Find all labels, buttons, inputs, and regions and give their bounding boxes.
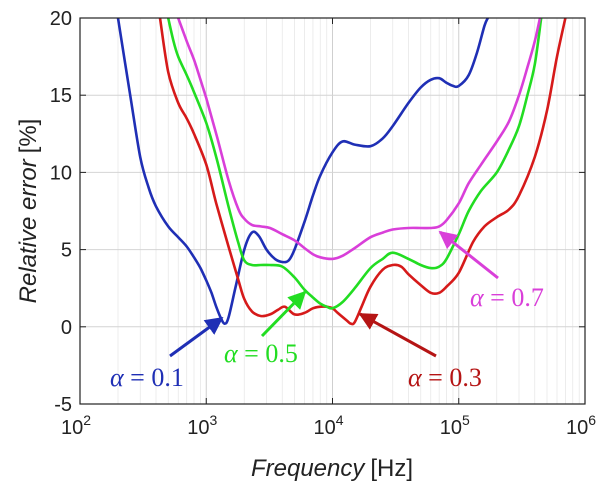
y-axis-label: Relative error [%] bbox=[15, 119, 42, 304]
y-tick-label: 15 bbox=[50, 85, 72, 107]
x-tick-label-exponent: 3 bbox=[209, 412, 217, 428]
y-axis-label-main: Relative error bbox=[15, 158, 42, 303]
x-tick-label-base: 10 bbox=[440, 417, 462, 439]
y-tick-label: 20 bbox=[50, 8, 72, 30]
x-tick-label: 105 bbox=[440, 412, 470, 439]
y-tick-labels: -5 0 5 10 15 20 bbox=[50, 8, 72, 416]
annotation-greek: α bbox=[408, 363, 423, 392]
y-tick-label: 5 bbox=[61, 240, 72, 262]
annotation-arrow bbox=[358, 312, 437, 358]
series-line-1 bbox=[116, 18, 490, 325]
annotation-arrow bbox=[438, 230, 499, 280]
annotation-layer: α = 0.1α = 0.5α = 0.3α = 0.7 bbox=[110, 230, 544, 392]
x-tick-label: 102 bbox=[61, 412, 91, 439]
annotation-label: α = 0.5 bbox=[224, 339, 298, 368]
axis-ticks bbox=[79, 17, 586, 405]
annotation-value: = 0.7 bbox=[484, 283, 544, 312]
annotation-greek: α bbox=[470, 283, 485, 312]
annotation-value: = 0.3 bbox=[422, 363, 482, 392]
series-layer bbox=[116, 18, 567, 326]
x-tick-labels: 102 103 104 105 106 bbox=[61, 412, 596, 439]
annotation-value: = 0.1 bbox=[124, 363, 184, 392]
x-axis-label-main: Frequency bbox=[251, 455, 366, 482]
annotation-value: = 0.5 bbox=[238, 339, 298, 368]
annotation-label: α = 0.3 bbox=[408, 363, 482, 392]
series-line-3 bbox=[166, 18, 543, 310]
x-tick-label: 104 bbox=[313, 412, 343, 439]
annotation-arrow bbox=[260, 290, 307, 338]
x-tick-label-base: 10 bbox=[61, 417, 83, 439]
x-tick-label-exponent: 2 bbox=[83, 412, 91, 428]
annotation-arrow bbox=[169, 316, 224, 358]
y-axis-label-unit: [%] bbox=[15, 119, 42, 154]
x-axis-label-unit: [Hz] bbox=[370, 455, 413, 482]
x-tick-label-base: 10 bbox=[187, 417, 209, 439]
series-line-2 bbox=[158, 18, 567, 326]
y-tick-label: 10 bbox=[50, 162, 72, 184]
x-tick-label-exponent: 6 bbox=[588, 412, 596, 428]
x-axis-label: Frequency [Hz] bbox=[251, 455, 413, 482]
y-tick-label: 0 bbox=[61, 317, 72, 339]
x-tick-label: 106 bbox=[566, 412, 596, 439]
series-line-4 bbox=[176, 18, 542, 261]
x-tick-label: 103 bbox=[187, 412, 217, 439]
annotation-label: α = 0.1 bbox=[110, 363, 184, 392]
x-tick-label-exponent: 5 bbox=[462, 412, 470, 428]
y-tick-label: -5 bbox=[54, 394, 72, 416]
annotation-greek: α bbox=[110, 363, 125, 392]
x-tick-label-base: 10 bbox=[313, 417, 335, 439]
annotation-greek: α bbox=[224, 339, 239, 368]
x-tick-label-exponent: 4 bbox=[336, 412, 344, 428]
x-tick-label-base: 10 bbox=[566, 417, 588, 439]
annotation-label: α = 0.7 bbox=[470, 283, 544, 312]
